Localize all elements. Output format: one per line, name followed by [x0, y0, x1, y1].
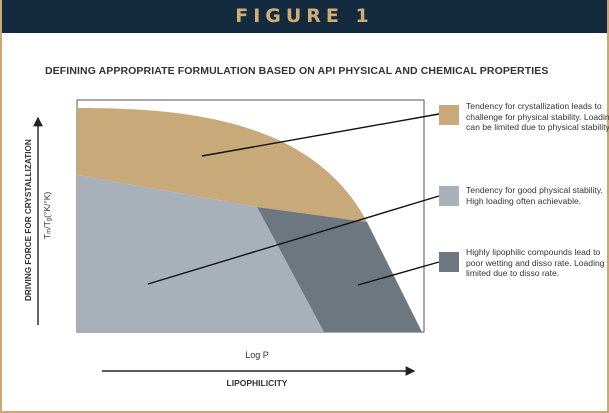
region-good-stability: [77, 175, 324, 332]
pointer-line-lipophilic: [357, 261, 440, 286]
pointer-line-stability: [147, 195, 440, 285]
diagram-subtitle: DEFINING APPROPRIATE FORMULATION BASED O…: [45, 65, 549, 77]
legend-text-lipophilic: Highly lipophilic compounds lead to poor…: [466, 247, 605, 278]
pointer-line-crystallization: [201, 113, 440, 157]
y-axis-label: DRIVING FORCE FOR CRYSTALLIZATION: [24, 139, 33, 301]
legend-swatch-stability: [439, 186, 459, 206]
y-axis-formula: Tm/Tg(°K/°K): [42, 191, 53, 239]
figure-title: FIGURE 1: [235, 5, 374, 27]
legend-text-stability: Tendency for good physical stability. Hi…: [466, 185, 603, 206]
x-axis-label: Log P: [245, 350, 269, 360]
legend-swatch-lipophilic: [439, 252, 459, 272]
legend-text-crystallization: Tendency for crystallization leads to ch…: [466, 101, 609, 132]
region-crystallization: [77, 108, 367, 222]
legend-swatch-crystallization: [439, 105, 459, 125]
x-axis-caption: LIPOPHILICITY: [226, 378, 288, 388]
figure-banner: [2, 0, 607, 33]
